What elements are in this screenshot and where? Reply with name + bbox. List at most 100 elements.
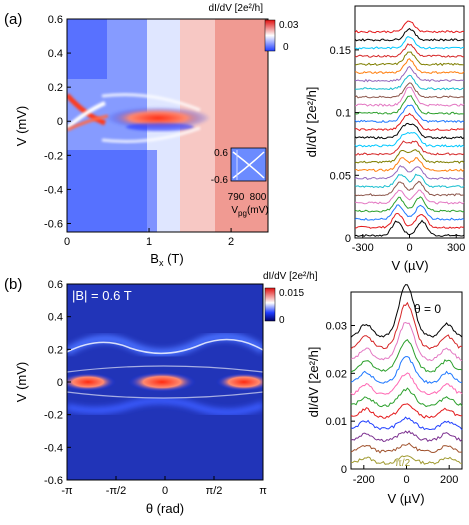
linecuts-b-ytick-label: 0 [341,464,347,476]
linecuts-a-xlabel: V (µV) [391,258,428,273]
linecut-a-series-19 [354,65,465,83]
heatmap-a [67,19,268,232]
linecuts-a-ytick-label: 0.15 [330,45,351,57]
linecuts-b-ytick-label: 0.01 [326,416,347,428]
linecut-b-series-5 [350,387,463,408]
linecuts-b-axis: -200 0 200 0 0.01 0.02 0.03 [326,320,459,486]
heatmap-b-ylabel: V (mV) [14,362,29,402]
inset-a-xtick-790: 790 [228,192,245,203]
colorbar-a [264,19,276,52]
linecut-a-series-20 [354,58,465,75]
linecuts-b-top-label: θ = 0 [414,302,441,316]
linecut-b-series-3 [350,416,463,431]
linecut-a-series-2 [354,204,465,221]
inset-a [230,147,267,182]
colorbar-b-tick-min: 0 [279,315,285,326]
linecuts-a-xtick-label: -300 [352,242,374,254]
linecut-a-series-17 [354,82,465,99]
linecut-a-series-10 [354,140,465,156]
heatmap-b [67,284,263,480]
heatmap-a-ytick-label: 0.2 [48,82,63,94]
linecut-a-series-25 [354,20,465,34]
heatmap-b-ytick-label: 0.6 [48,279,63,291]
heatmap-b-ytick-label: -0.4 [44,442,63,454]
linecut-a-series-9 [354,149,465,164]
linecut-a-series-18 [354,74,465,91]
linecuts-a-xtick-label: 0 [406,242,412,254]
linecut-a-series-5 [354,180,465,197]
linecuts-b-xtick-label: 0 [403,474,409,486]
linecut-a-series-6 [354,173,465,189]
heatmap-b-xtick-label: 0 [162,485,168,497]
linecut-a-series-7 [354,164,465,180]
linecut-b-series-0 [350,455,463,465]
linecuts-a [354,20,465,237]
heatmap-a-ytick-label: 0.6 [48,14,63,26]
linecuts-b-bottom-label: π/2 [395,458,411,469]
inset-a-xtick-800: 800 [250,192,267,203]
linecuts-b [350,284,463,465]
heatmap-b-xtick-label: π [259,485,267,497]
heatmap-a-xtick-label: 2 [228,236,234,248]
linecut-a-series-23 [354,36,465,50]
linecut-a-series-22 [354,43,465,58]
heatmap-b-ytick-label: -0.6 [44,475,63,487]
linecuts-b-ytick-label: 0.03 [326,320,347,332]
heatmap-b-ytick-label: -0.2 [44,410,63,422]
colorbar-b-title: dI/dV [2e²/h] [263,271,318,282]
colorbar-a-tick-min: 0 [283,42,289,53]
heatmap-b-ytick-label: 0.2 [48,344,63,356]
heatmap-a-ytick-label: 0.4 [48,48,63,60]
colorbar-a-tick-max: 0.03 [279,20,299,31]
heatmap-a-ytick-label: 0 [57,116,63,128]
linecuts-a-ytick-label: 0 [345,233,351,245]
inset-a-ytick-bottom: -0.6 [211,175,229,186]
panel-label-a: (a) [4,11,22,28]
inset-a-ytick-top: 0.6 [214,148,228,159]
heatmap-a-axis: 0 1 2 0.6 0.4 0.2 0 -0.2 -0.4 -0.6 [44,14,234,248]
heatmap-a-xtick-label: 1 [146,236,152,248]
inset-a-xlabel: Vpg(mV) [231,205,268,218]
linecut-a-series-24 [354,27,465,42]
heatmap-a-ytick-label: -0.2 [44,150,63,162]
linecut-b-series-11 [350,284,463,338]
colorbar-a-title: dI/dV [2e²/h] [209,3,264,14]
heatmap-a-ytick-label: -0.4 [44,184,63,196]
linecuts-b-xlabel: V (µV) [387,491,424,506]
linecut-a-series-3 [354,196,465,213]
linecut-a-series-14 [354,104,465,124]
linecut-a-series-1 [354,212,465,229]
heatmap-b-xlabel: θ (rad) [146,501,184,516]
linecuts-b-ytick-label: 0.02 [326,368,347,380]
linecut-b-series-1 [350,442,463,454]
linecut-b-series-7 [350,356,463,385]
linecut-a-series-8 [354,157,465,172]
linecuts-b-xtick-label: 200 [440,474,458,486]
linecuts-a-ytick-label: 0.1 [336,108,351,120]
linecut-a-series-15 [354,95,464,115]
linecut-b-series-2 [350,430,463,443]
heatmap-b-ytick-label: 0 [57,377,63,389]
linecut-a-series-11 [354,131,465,148]
linecut-a-series-21 [354,51,465,67]
heatmap-a-ylabel: V (mV) [14,106,29,146]
linecut-a-series-12 [354,122,465,140]
colorbar-b-tick-max: 0.015 [279,288,304,299]
heatmap-a-xlabel: Bx (T) [150,251,183,268]
panel-label-b: (b) [4,276,22,293]
linecuts-a-ytick-label: 0.05 [330,170,351,182]
linecuts-b-xtick-label: -200 [353,474,375,486]
heatmap-b-ytick-label: 0.4 [48,312,63,324]
colorbar-b [264,287,276,322]
heatmap-a-frame [66,18,269,233]
linecut-a-series-13 [354,112,465,132]
linecut-b-series-10 [350,301,463,350]
heatmap-b-xtick-label: -π/2 [106,485,126,497]
heatmap-a-ytick-label: -0.6 [44,218,63,230]
linecuts-a-ylabel: dI/dV [2e²/h] [304,87,319,158]
heatmap-a-xtick-label: 0 [64,236,70,248]
heatmap-b-xtick-label: -π [61,485,73,497]
heatmap-b-xtick-label: π/2 [206,485,223,497]
